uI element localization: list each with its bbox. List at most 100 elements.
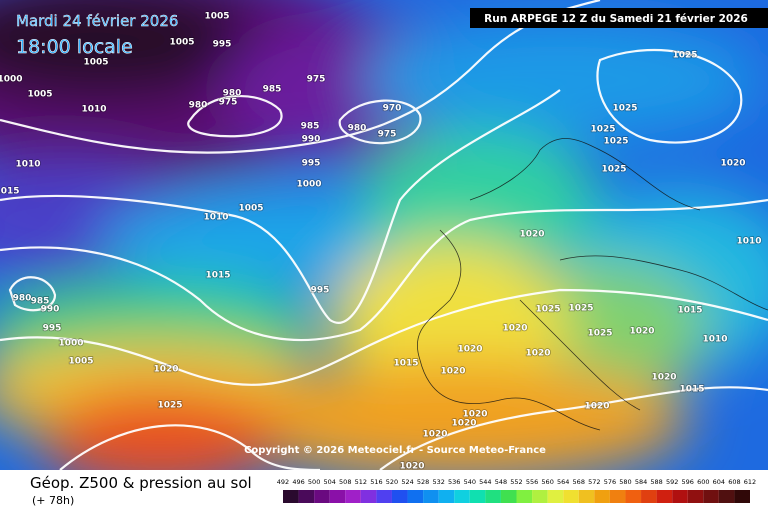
- isobar-label: 980: [348, 124, 367, 134]
- scale-swatch: [703, 490, 719, 503]
- scale-label: 552: [510, 478, 522, 486]
- isobar-label: 1010: [736, 237, 761, 247]
- isobar-label: 1020: [584, 402, 609, 412]
- scale-swatch: [438, 490, 455, 503]
- scale-label: 496: [292, 478, 304, 486]
- isobar-label: 1025: [587, 329, 612, 339]
- scale-swatch: [641, 490, 657, 503]
- isobar-label: 1000: [58, 339, 83, 349]
- isobar-label: 1020: [519, 230, 544, 240]
- scale-swatch: [734, 490, 750, 503]
- forecast-date: Mardi 24 février 2026: [16, 12, 178, 30]
- scale-swatch: [547, 490, 564, 503]
- scale-swatch: [423, 490, 439, 503]
- isobar-label: 1025: [535, 305, 560, 315]
- scale-label: 492: [277, 478, 289, 486]
- isobar-label: 990: [41, 305, 60, 315]
- scale-label: 592: [666, 478, 678, 486]
- scale-label: 560: [541, 478, 553, 486]
- isobar-label: 1005: [27, 90, 52, 100]
- scale-swatch: [609, 490, 626, 503]
- scale-swatch: [454, 490, 470, 503]
- isobar-label: 1020: [525, 349, 550, 359]
- scale-label: 536: [448, 478, 460, 486]
- isobar-label: 1015: [205, 271, 230, 281]
- scale-swatch: [594, 490, 610, 503]
- isobar-label: 1020: [440, 367, 465, 377]
- scale-swatch: [345, 490, 361, 503]
- isobar-label: 1015: [393, 359, 418, 369]
- scale-label: 588: [650, 478, 662, 486]
- scale-swatch: [516, 490, 533, 503]
- scale-swatch: [563, 490, 579, 503]
- isobar-label: 1020: [629, 327, 654, 337]
- scale-label: 504: [323, 478, 335, 486]
- scale-swatch: [469, 490, 486, 503]
- isobar-label: 975: [219, 98, 238, 108]
- isobar-label: 995: [302, 159, 321, 169]
- scale-label: 500: [308, 478, 320, 486]
- scale-label: 512: [355, 478, 367, 486]
- isobar-label: 1020: [153, 365, 178, 375]
- scale-label: 600: [697, 478, 709, 486]
- isobar-label: 1015: [0, 187, 20, 197]
- scale-swatch: [625, 490, 642, 503]
- run-banner: [470, 8, 768, 28]
- isobar-label: 1025: [612, 104, 637, 114]
- isobar-label: 1020: [422, 430, 447, 440]
- isobar-label: 975: [378, 130, 397, 140]
- isobar-label: 1000: [0, 75, 23, 85]
- isobar-label: 1005: [83, 58, 108, 68]
- scale-swatch: [578, 490, 595, 503]
- isobar-label: 975: [307, 75, 326, 85]
- scale-swatch: [500, 490, 517, 503]
- scale-swatch: [298, 490, 315, 503]
- scale-swatch: [407, 490, 424, 503]
- isobar-label: 1020: [399, 462, 424, 472]
- scale-label: 580: [619, 478, 631, 486]
- isobar-label: 980: [223, 89, 242, 99]
- scale-label: 608: [728, 478, 740, 486]
- isobar-label: 1000: [296, 180, 321, 190]
- scale-label: 528: [417, 478, 429, 486]
- scale-swatch: [391, 490, 408, 503]
- isobar-label: 980: [189, 101, 208, 111]
- isobar-label: 1025: [672, 51, 697, 61]
- isobar-label: 985: [31, 297, 50, 307]
- isobar-label: 1020: [462, 410, 487, 420]
- isobar-label: 995: [311, 286, 330, 296]
- scale-label: 548: [495, 478, 507, 486]
- forecast-time: 18:00 locale: [16, 36, 133, 58]
- isobar-label: 1020: [451, 419, 476, 429]
- isobar-label: 1005: [204, 12, 229, 22]
- isobar-label: 1020: [457, 345, 482, 355]
- scale-label: 520: [386, 478, 398, 486]
- scale-label: 612: [744, 478, 756, 486]
- isobar-label: 1010: [15, 160, 40, 170]
- isobar-label: 985: [301, 122, 320, 132]
- isobar-label: 1025: [590, 125, 615, 135]
- scale-label: 564: [557, 478, 569, 486]
- isobar-label: 1005: [238, 204, 263, 214]
- scale-swatch: [656, 490, 673, 503]
- isobar-label: 980: [13, 294, 32, 304]
- scale-swatch: [485, 490, 501, 503]
- scale-label: 576: [604, 478, 616, 486]
- scale-swatch: [532, 490, 548, 503]
- run-info: Run ARPEGE 12 Z du Samedi 21 février 202…: [484, 13, 748, 25]
- scale-label: 508: [339, 478, 351, 486]
- isobar-label: 990: [302, 135, 321, 145]
- scale-swatch: [329, 490, 346, 503]
- legend-title: Géop. Z500 & pression au sol: [30, 474, 252, 492]
- isobar-label: 970: [383, 104, 402, 114]
- isobar-label: 1015: [679, 385, 704, 395]
- isobar-label: 1025: [603, 137, 628, 147]
- scale-label: 568: [573, 478, 585, 486]
- isobar-label: 1010: [203, 213, 228, 223]
- isobar-label: 1020: [651, 373, 676, 383]
- isobar-label: 1015: [677, 306, 702, 316]
- scale-swatch: [376, 490, 392, 503]
- isobar-label: 985: [263, 85, 282, 95]
